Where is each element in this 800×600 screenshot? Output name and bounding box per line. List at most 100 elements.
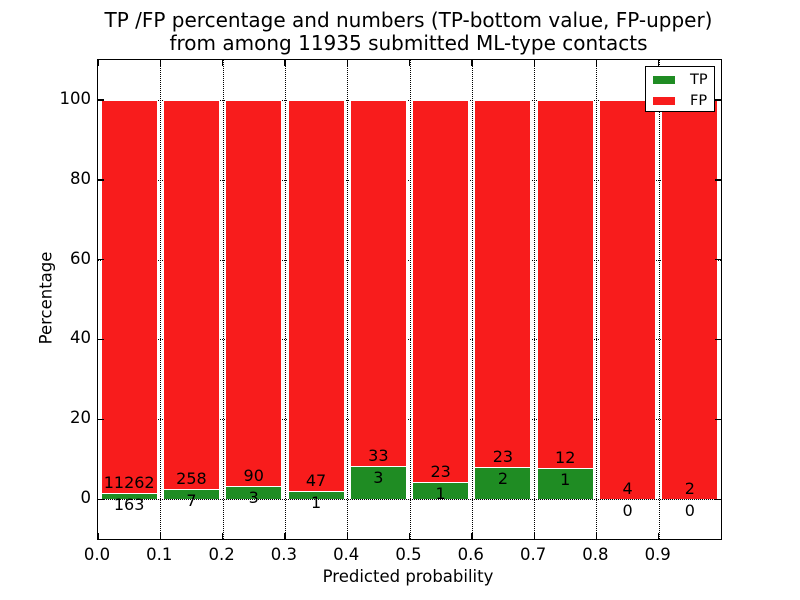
fp-count-label: 12 [555,448,576,468]
h-gridline [98,179,721,181]
bar-fp-segment [162,99,220,489]
x-axis-tick [533,533,535,539]
x-axis-tick-top [284,60,286,66]
x-axis-label: Predicted probability [322,567,494,586]
v-gridline [347,60,349,539]
bar-fp-segment [100,99,158,494]
h-gridline [98,339,721,341]
y-axis-tick-right [715,338,721,341]
fp-count-label: 2 [684,479,695,499]
x-axis-tick-top [222,60,224,66]
v-gridline [222,60,224,539]
y-axis-tick-right [715,99,721,101]
v-gridline [658,60,660,539]
tp-count-label: 3 [373,467,384,487]
h-gridline [98,419,721,421]
chart-title: TP /FP percentage and numbers (TP-bottom… [97,9,720,55]
x-axis-tick-top [533,60,535,66]
bar-fp-segment [349,99,407,466]
legend-row-tp: TP [646,72,714,88]
v-gridline [284,60,286,539]
chart-title-line1: TP /FP percentage and numbers (TP-bottom… [104,8,713,32]
y-tick-label: 40 [70,328,91,348]
y-tick-label: 0 [80,488,92,508]
y-axis-tick [98,99,104,101]
tp-count-label: 2 [497,469,509,489]
bar-fp-segment [412,99,470,483]
x-axis-tick [346,533,348,539]
legend: TP FP [645,66,715,112]
v-gridline [160,60,162,539]
x-axis-tick-top [97,60,99,66]
x-tick-label: 0.1 [146,545,173,564]
bar-tp-segment [349,465,407,500]
h-gridline [98,99,721,101]
y-tick-label: 60 [70,248,91,268]
legend-label-tp: TP [690,72,708,88]
bar-tp-segment [100,493,158,500]
fp-legend-swatch-icon [653,97,675,105]
x-axis-tick-top [720,60,722,66]
bar-tp-segment [162,488,220,500]
x-axis-tick-top [409,60,411,66]
v-gridline [596,60,598,539]
fp-count-label: 11262 [103,473,155,493]
x-tick-label: 0.7 [519,545,547,564]
bar-fp-segment [661,99,719,500]
legend-row-fp: FP [646,93,714,109]
fp-count-label: 23 [430,462,451,482]
y-axis-tick [98,338,104,341]
y-tick-label: 20 [70,408,91,428]
x-axis-tick [284,533,286,539]
bar-tp-segment [536,468,594,500]
fp-count-label: 33 [368,445,389,465]
x-tick-label: 0.5 [395,545,422,564]
fp-count-label: 90 [243,466,264,486]
bar-tp-segment [225,486,283,500]
x-axis-tick [159,533,162,539]
x-tick-label: 0.8 [582,545,609,564]
tp-count-label: 163 [113,495,145,515]
x-axis-tick [222,533,224,539]
x-axis-tick-top [595,60,598,66]
tp-count-label: 7 [186,490,197,510]
v-gridline [409,60,411,539]
tp-count-label: 0 [622,501,633,521]
x-tick-label: 0.9 [644,545,671,564]
bar-tp-segment [474,467,532,500]
y-tick-label: 80 [70,168,91,188]
bar-fp-segment [287,99,345,491]
v-gridline [471,60,473,539]
bar-tp-segment [412,482,470,500]
x-tick-label: 0.0 [83,545,111,564]
chart-title-line2: from among 11935 submitted ML-type conta… [169,31,648,55]
plot-area: 11262 163 258 7 90 3 47 1 33 3 23 1 23 2 12 1 4 0 2 0 [97,59,722,540]
tp-count-label: 1 [435,484,446,504]
fp-count-label: 4 [622,479,633,499]
tp-count-label: 0 [684,501,695,521]
x-tick-label: 0.2 [208,545,235,564]
y-tick-label: 100 [59,88,92,108]
x-tick-label: 0.6 [457,545,484,564]
x-tick-label: 0.4 [333,545,360,564]
fp-count-label: 47 [305,470,327,490]
x-tick-label: 0.3 [270,545,298,564]
x-axis-tick [658,533,660,539]
legend-label-fp: FP [690,93,708,109]
bar-fp-segment [225,99,283,487]
v-gridline [534,60,536,539]
x-axis-tick-top [159,60,162,66]
y-axis-tick-right [715,418,721,421]
x-axis-tick [97,533,99,539]
y-axis-tick-right [715,179,721,181]
y-axis-tick [98,259,104,261]
h-gridline [98,259,721,261]
fp-count-label: 258 [176,468,207,488]
zero-gridline [98,499,721,501]
x-axis-tick [471,533,473,539]
x-axis-tick [720,533,722,539]
y-axis-tick-right [715,259,721,261]
tp-count-label: 1 [310,492,322,512]
x-axis-tick-top [471,60,473,66]
